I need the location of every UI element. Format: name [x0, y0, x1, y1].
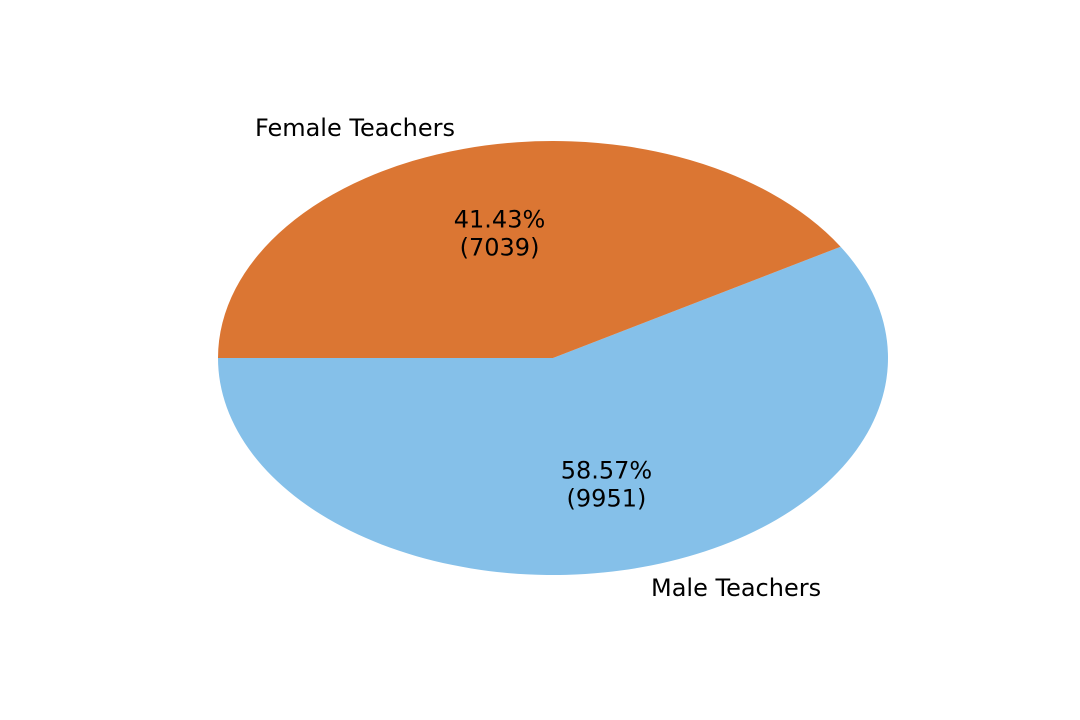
category-label-male-teachers: Male Teachers — [651, 574, 821, 602]
pie-slice-male-teachers — [218, 246, 888, 576]
value-label-male-teachers: (9951) — [567, 485, 647, 513]
category-label-female-teachers: Female Teachers — [255, 114, 455, 142]
value-label-female-teachers: (7039) — [460, 233, 540, 261]
pie-slices — [218, 141, 888, 576]
percent-label-female-teachers: 41.43% — [454, 205, 546, 233]
pie-labels: Male Teachers 58.57%(9951) Female Teachers… — [255, 114, 821, 602]
percent-label-male-teachers: 58.57% — [561, 457, 653, 485]
pie-slice-female-teachers — [218, 141, 841, 358]
